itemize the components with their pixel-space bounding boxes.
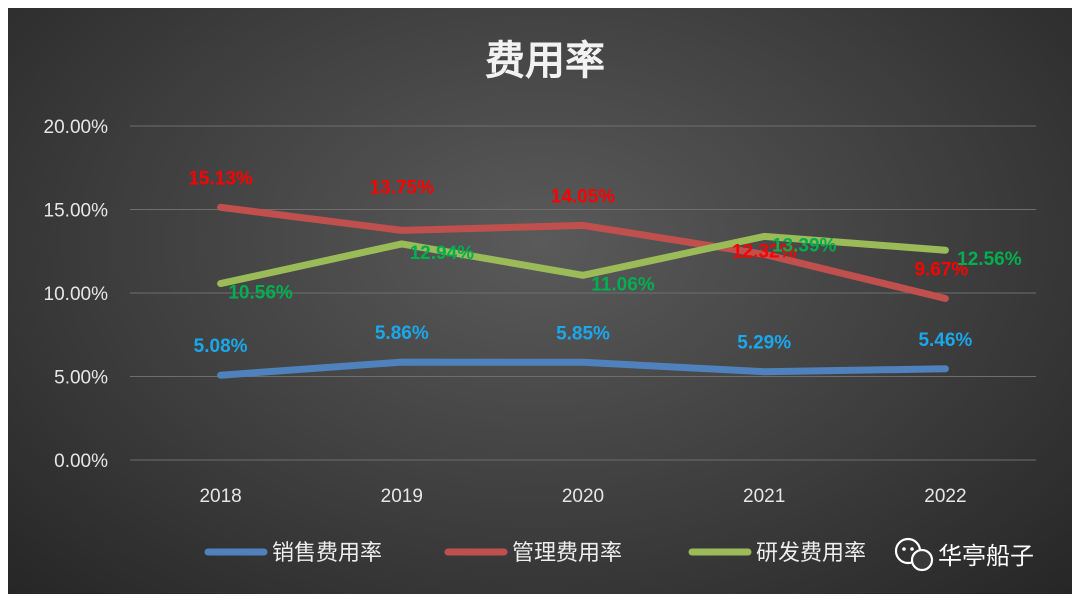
data-label: 5.85% [556,323,610,344]
data-label: 5.46% [918,330,972,351]
chart-area: 费用率 0.00% 5.00% 10.00% 15.00% 20.00% 2018 201… [8,8,1072,594]
x-tick-label: 2021 [743,486,785,507]
x-axis: 2018 2019 2020 2021 2022 [199,486,966,507]
y-tick-label: 10.00% [44,284,109,305]
data-label: 11.06% [591,274,654,295]
data-labels: 5.08% 5.86% 5.85% 5.29% 5.46% 15.13% 13.75% 14.… [188,168,1021,357]
chart-title: 费用率 [485,37,605,84]
y-tick-label: 0.00% [54,451,108,472]
x-tick-label: 2019 [381,486,423,507]
data-label: 9.67% [914,260,968,281]
grid-layer [130,125,1036,461]
data-label: 13.39% [772,235,837,256]
x-tick-label: 2020 [562,486,604,507]
y-tick-label: 5.00% [54,368,108,389]
legend-label: 研发费用率 [756,541,866,566]
y-tick-label: 15.00% [44,201,109,222]
legend-label: 销售费用率 [272,541,382,566]
series-line [217,358,949,379]
data-label: 10.56% [228,283,293,304]
wechat-icon [894,537,934,572]
data-label: 12.56% [957,249,1022,270]
data-label: 5.08% [194,336,248,357]
y-tick-label: 20.00% [44,117,109,138]
data-label: 15.13% [188,168,253,189]
series-lines [217,203,949,379]
data-label: 12.32% [732,241,797,262]
data-label: 14.05% [551,186,616,207]
x-tick-label: 2018 [199,486,241,507]
series-line [217,203,949,302]
legend: 销售费用率 管理费用率 研发费用率 [204,541,866,566]
data-label: 12.94% [410,243,475,264]
watermark: 华亭船子 [894,537,1034,572]
data-label: 13.75% [370,177,435,198]
data-label: 5.29% [737,333,791,354]
data-label: 5.86% [375,323,429,344]
watermark-text: 华亭船子 [938,542,1034,570]
x-tick-label: 2022 [924,486,966,507]
y-axis: 0.00% 5.00% 10.00% 15.00% 20.00% [44,117,109,472]
legend-label: 管理费用率 [512,541,622,566]
series-line [217,232,949,288]
line-chart: 费用率 0.00%5.00%10.00%15.00%20.00% 2018 201… [44,37,1036,572]
